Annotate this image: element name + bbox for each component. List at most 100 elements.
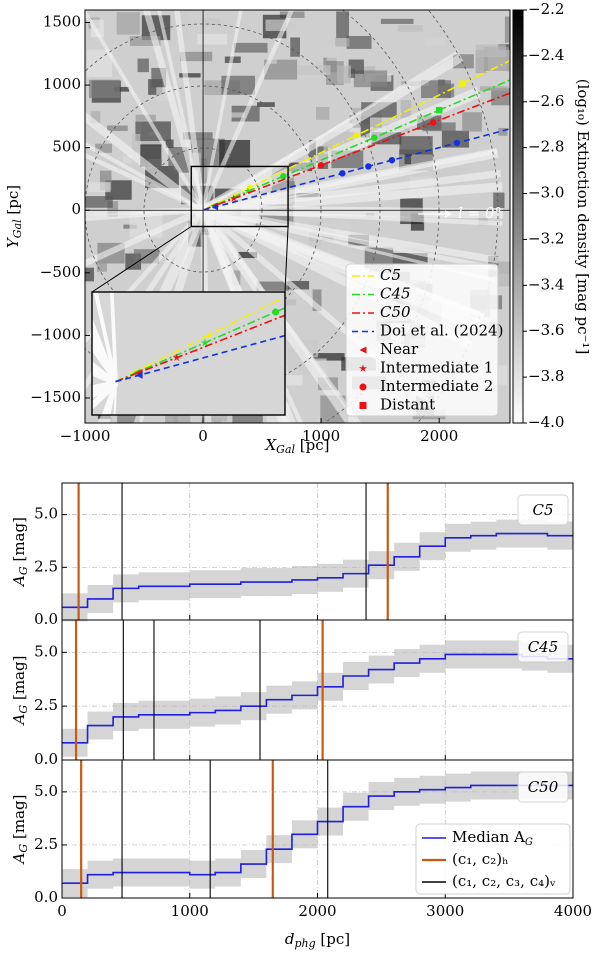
texture-patch [498,127,508,136]
texture-patch [479,86,509,91]
texture-patch [422,122,456,132]
texture-patch [95,143,112,153]
y-axis-label-sub: G [17,566,30,575]
texture-ray [85,207,205,267]
texture-patch [504,16,510,43]
y-tick-label: 0.0 [34,610,58,628]
marker [246,183,254,191]
legend-label: C45 [380,285,411,303]
legend-label: Doi et al. (2024) [380,322,503,340]
texture-patch [475,44,506,58]
texture-patch [122,155,132,164]
colorbar-tick-label: −2.6 [528,92,564,110]
texture-patch [232,413,263,423]
legend-label: Distant [380,396,435,414]
x-axis-label-unit: [pc] [316,930,350,948]
colorbar-tick-label: −3.4 [528,275,564,293]
panel-tag: C45 [528,638,559,656]
texture-ray [85,141,205,212]
x-axis-label-main: d [285,930,295,948]
texture-patch [85,267,94,282]
texture-patch [173,414,191,423]
x-axis-label-sub: Gal [276,443,295,456]
texture-patch [257,102,275,107]
y-tick-label: 2.5 [34,835,58,853]
x-tick-label: 1000 [171,902,209,920]
texture-patch [85,196,113,208]
texture-patch [312,289,322,312]
sightline [115,295,285,383]
texture-patch [114,86,130,92]
y-tick-label: 0.0 [34,750,58,768]
texture-patch [179,73,201,78]
sightline [202,92,510,211]
colorbar [512,9,524,424]
marker [359,402,367,409]
texture-patch [353,70,388,88]
x-axis-label-main: X [264,436,277,454]
y-tick-label: −1500 [30,388,81,406]
texture-patch [336,11,349,39]
texture-patch [231,112,245,118]
texture-ray [92,325,119,385]
texture-patch [496,265,510,287]
marker [230,194,238,202]
legend-label: (c₁, c₂, c₃, c₄)ᵥ [452,872,556,890]
inset [92,292,285,415]
legend-label: C5 [380,266,401,284]
texture-patch [203,18,220,26]
inset-background [92,292,285,415]
texture-patch [309,140,316,168]
legend-label: Intermediate 1 [380,359,493,377]
marker [435,106,443,114]
texture-patch [316,106,330,120]
sightline [115,334,285,383]
marker [359,383,367,391]
texture-ray [101,382,119,415]
inset-frame [91,291,286,416]
y-axis-label-sub: G [17,705,30,714]
y-tick-label: 0.0 [34,888,58,906]
marker [244,187,252,195]
y-tick-label: 5.0 [34,642,58,660]
texture-patch [493,192,505,209]
x-tick-label: 4000 [554,902,592,920]
texture-patch [491,88,510,106]
colorbar-tick-label: −3.6 [528,321,564,339]
y-axis-label-main: A [10,852,28,865]
panel-tag-box [517,631,569,663]
legend-label-sub: G [525,837,533,848]
marker [359,364,367,372]
y-axis-label-sub: G [17,844,30,853]
sightline [202,59,510,211]
marker [272,308,280,316]
texture-ray [174,10,206,211]
texture-patch [256,281,289,291]
x-axis-label: dphg [pc] [285,930,350,950]
texture-ray [92,317,118,384]
texture-ray [95,292,117,384]
texture-patch [400,100,412,118]
texture-ray [92,346,118,384]
texture-ray [202,50,459,212]
texture-patch [348,68,356,78]
texture-patch [197,33,228,45]
marker [200,338,209,347]
legend-label-text: Median A [452,828,525,846]
texture-patch [201,418,222,423]
colorbar-label: (log₁₀) Extinction density [mag pc⁻¹] [574,79,592,355]
texture-patch [326,45,338,61]
texture-ray [202,147,499,215]
texture-patch [425,38,446,46]
x-tick-label: 3000 [426,902,464,920]
x-tick-label: 2000 [298,902,336,920]
texture-patch [182,132,213,140]
median-line [62,784,573,884]
texture-ray [201,10,243,211]
texture-patch [135,121,171,142]
y-axis-label-unit: [mag] [10,517,28,566]
texture-patch [99,170,112,191]
y-axis-label-sub: Gal [11,219,24,238]
